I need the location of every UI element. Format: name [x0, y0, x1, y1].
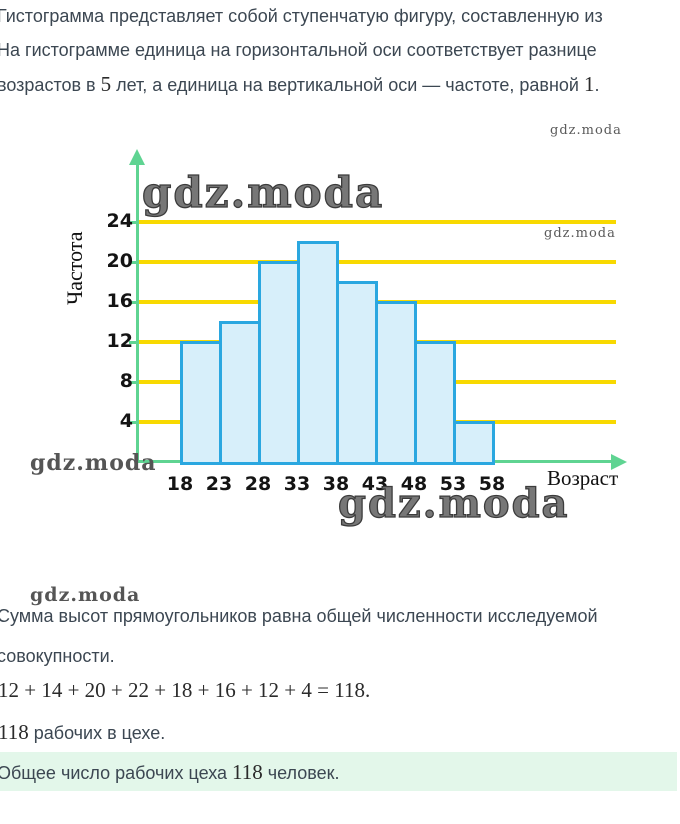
watermark-gdz-moda: gdz.moda: [337, 479, 570, 527]
y-tick-label: 16: [106, 290, 133, 312]
histogram-bar: [297, 241, 339, 465]
histogram-bar: [219, 321, 261, 465]
watermark-gdz-moda: gdz.moda: [30, 450, 157, 476]
inline-number-118: 118: [232, 760, 263, 784]
x-tick-label: 48: [400, 473, 428, 495]
watermark-gdz-moda: gdz.moda: [544, 226, 616, 241]
watermark-gdz-moda: gdz.moda: [141, 167, 385, 217]
x-tick-label: 18: [166, 473, 194, 495]
x-tick-label: 28: [244, 473, 272, 495]
y-axis-line: [136, 165, 139, 463]
y-tick-label: 8: [119, 370, 133, 392]
histogram-bar: [375, 301, 417, 465]
y-tick-mark: [129, 261, 138, 264]
sum-equation: 12 + 14 + 20 + 22 + 18 + 16 + 12 + 4 = 1…: [0, 678, 371, 702]
x-tick-label: 43: [361, 473, 389, 495]
y-tick-label: 24: [106, 210, 133, 232]
inline-number-1: 1: [583, 72, 595, 96]
highlighted-answer: Общее число рабочих цеха 118 человек.: [0, 752, 677, 791]
y-axis-arrow-icon: [129, 149, 145, 165]
intro-line-2: На гистограмме единица на горизонтальной…: [0, 40, 597, 60]
y-tick-mark: [129, 421, 138, 424]
watermark-gdz-moda: gdz.moda: [550, 123, 622, 138]
result-line: 118 рабочих в цехе.: [0, 720, 166, 744]
x-tick-label: 53: [439, 473, 467, 495]
inline-number-5: 5: [100, 72, 112, 96]
y-tick-mark: [129, 221, 138, 224]
histogram-bar: [258, 261, 300, 465]
histogram-bar: [453, 421, 495, 465]
y-tick-mark: [129, 381, 138, 384]
intro-line-1: Гистограмма представляет собой ступенчат…: [0, 6, 603, 26]
watermark-gdz-moda: gdz.moda: [30, 584, 141, 606]
y-tick-label: 20: [106, 250, 133, 272]
gridline: [138, 260, 616, 264]
histogram-plot: Частота Возраст 4 8 12 16 20 24 18 23 28 33 38 43 48…: [0, 115, 680, 545]
highlighted-answer-text: Общее число рабочих цеха 118 человек.: [0, 760, 340, 784]
summary-line-1: Сумма высот прямоугольников равна общей …: [0, 606, 598, 626]
x-tick-label: 33: [283, 473, 311, 495]
x-tick-label: 58: [478, 473, 506, 495]
x-axis-title: Возраст: [547, 466, 619, 490]
y-tick-mark: [129, 301, 138, 304]
inline-number-118: 118: [0, 720, 29, 744]
x-tick-label: 38: [322, 473, 350, 495]
y-tick-mark: [129, 341, 138, 344]
summary-line-2: совокупности.: [0, 646, 115, 666]
y-tick-label: 4: [119, 410, 133, 432]
histogram-bar: [336, 281, 378, 465]
y-tick-label: 12: [106, 330, 133, 352]
x-axis-arrow-icon: [611, 454, 627, 470]
intro-line-3: возрастов в 5 лет, а единица на вертикал…: [0, 72, 600, 96]
x-tick-label: 23: [205, 473, 233, 495]
histogram-bar: [414, 341, 456, 465]
gridline: [138, 220, 616, 224]
histogram-bar: [180, 341, 222, 465]
